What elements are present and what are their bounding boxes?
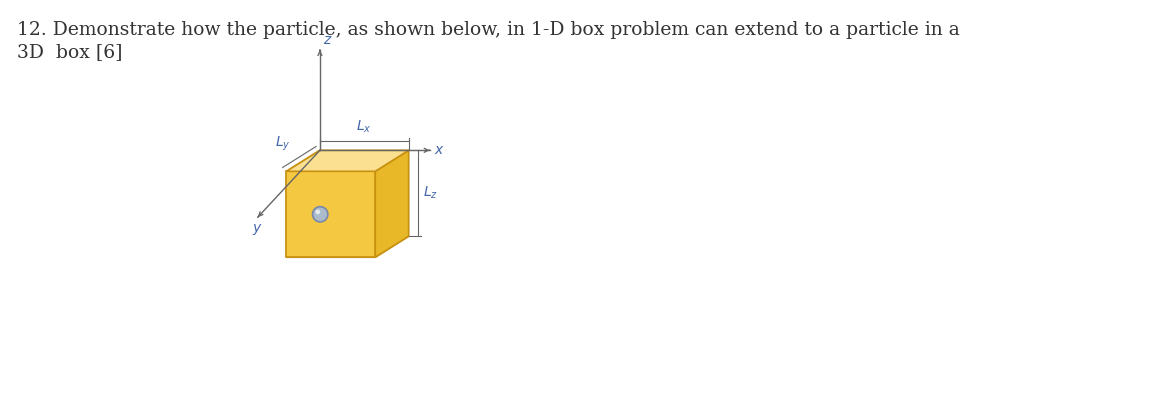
Polygon shape [376,150,408,257]
Polygon shape [287,236,408,257]
Text: $L_x$: $L_x$ [357,119,372,135]
Text: $L_y$: $L_y$ [275,135,291,153]
Text: $L_z$: $L_z$ [424,185,438,201]
Circle shape [316,209,321,214]
Polygon shape [287,150,319,257]
Text: $x$: $x$ [434,143,445,157]
Text: 12. Demonstrate how the particle, as shown below, in 1-D box problem can extend : 12. Demonstrate how the particle, as sho… [18,21,959,39]
Text: 3D  box [6]: 3D box [6] [18,43,123,61]
Circle shape [312,207,328,222]
Polygon shape [287,150,408,171]
Polygon shape [287,171,376,257]
Text: $y$: $y$ [253,222,263,237]
Text: $z$: $z$ [323,33,332,47]
